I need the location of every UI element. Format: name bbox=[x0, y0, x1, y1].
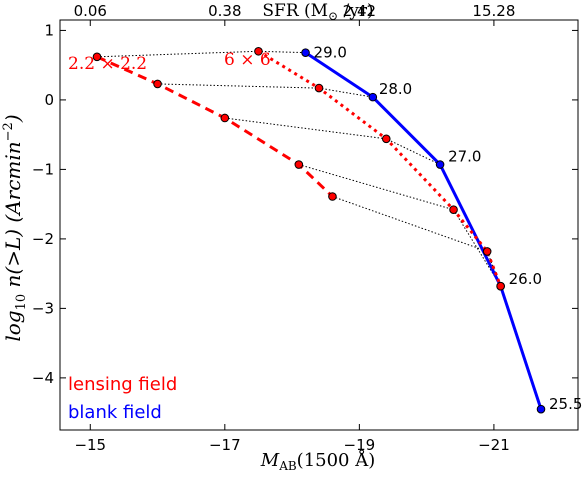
y-axis-label-exp: −2 bbox=[1, 122, 16, 141]
x-tick-label-2: −19 bbox=[344, 436, 376, 454]
legend-blank-field: blank field bbox=[68, 402, 162, 423]
y-tick-label-3: −2 bbox=[32, 230, 54, 248]
series-point-blank-field-0 bbox=[301, 48, 310, 57]
y-axis-label-sub: 10 bbox=[14, 294, 29, 311]
y-axis-label-prefix: log bbox=[1, 310, 25, 341]
series-point-6-6-3 bbox=[449, 205, 458, 215]
series-point-6-6-2 bbox=[381, 134, 391, 144]
x-axis-label-main: M bbox=[260, 450, 280, 471]
axis-tick-labels: −15 −17 −19 −21 0.06 0.38 2.42 15.28 1 0 −1 −2 −3 −4 bbox=[32, 2, 516, 454]
series-point-6-6-0 bbox=[254, 46, 263, 56]
point-label-4: 25.5 bbox=[549, 395, 582, 413]
point-labels: 29.0 28.0 27.0 26.0 25.5 bbox=[314, 44, 583, 413]
legend-lensing-field: lensing field bbox=[68, 374, 177, 395]
y-tick-label-1: 0 bbox=[44, 91, 54, 109]
top-axis-label-sub: ⊙ bbox=[328, 9, 338, 23]
series-point-blank-field-4 bbox=[536, 404, 546, 414]
series-point-2-2-2-2-2 bbox=[220, 113, 230, 123]
x-axis-label-sub: AB bbox=[278, 459, 297, 473]
point-label-3: 26.0 bbox=[509, 270, 542, 288]
series-point-blank-field-1 bbox=[368, 92, 378, 102]
top-tick-label-2: 2.42 bbox=[343, 2, 376, 20]
x-tick-label-1: −17 bbox=[209, 436, 241, 454]
y-tick-label-4: −3 bbox=[32, 299, 54, 317]
series-point-2-2-2-2-4 bbox=[328, 192, 337, 201]
y-tick-label-5: −4 bbox=[32, 369, 54, 387]
series-point-2-2-2-2-1 bbox=[153, 79, 162, 89]
point-label-1: 28.0 bbox=[379, 80, 412, 98]
y-tick-label-2: −1 bbox=[32, 160, 54, 178]
series-point-6-6-1 bbox=[314, 83, 324, 93]
series-point-blank-field-2 bbox=[435, 160, 445, 169]
x-axis-label: MAB(1500 Å) bbox=[260, 449, 376, 473]
top-axis-label-rest: /yr) bbox=[338, 1, 374, 21]
plot-frame bbox=[59, 19, 579, 431]
plot-area bbox=[60, 20, 578, 430]
annotation-2.2x2.2: 2.2 × 2.2 bbox=[68, 54, 147, 74]
y-axis-label: log10 n(>L) (Arcmin−2) bbox=[1, 114, 29, 341]
y-axis-label-main: n(>L) (Arcmin bbox=[1, 141, 25, 294]
series-line-6-6 bbox=[257, 49, 503, 287]
top-axis-label-prefix: SFR (M bbox=[262, 1, 328, 21]
axis-ticks bbox=[60, 20, 578, 430]
series-points bbox=[92, 46, 546, 414]
series-point-6-6-5 bbox=[496, 281, 505, 291]
series-point-2-2-2-2-0 bbox=[92, 52, 102, 62]
x-tick-label-3: −21 bbox=[478, 436, 510, 454]
y-tick-label-0: 1 bbox=[44, 21, 54, 39]
point-label-0: 29.0 bbox=[314, 44, 347, 62]
top-tick-label-3: 15.28 bbox=[472, 2, 515, 20]
top-tick-label-0: 0.06 bbox=[74, 2, 107, 20]
top-axis-label: SFR (M⊙ /yr) bbox=[262, 1, 373, 23]
y-axis-label-close: ) bbox=[1, 114, 25, 123]
point-label-2: 27.0 bbox=[448, 148, 481, 166]
x-tick-label-0: −15 bbox=[74, 436, 106, 454]
x-axis-label-rest: (1500 Å) bbox=[297, 449, 376, 471]
annotation-6x6: 6 × 6 bbox=[224, 50, 271, 70]
series-point-6-6-4 bbox=[482, 247, 492, 256]
top-tick-label-1: 0.38 bbox=[208, 2, 241, 20]
series-point-2-2-2-2-3 bbox=[294, 160, 304, 169]
